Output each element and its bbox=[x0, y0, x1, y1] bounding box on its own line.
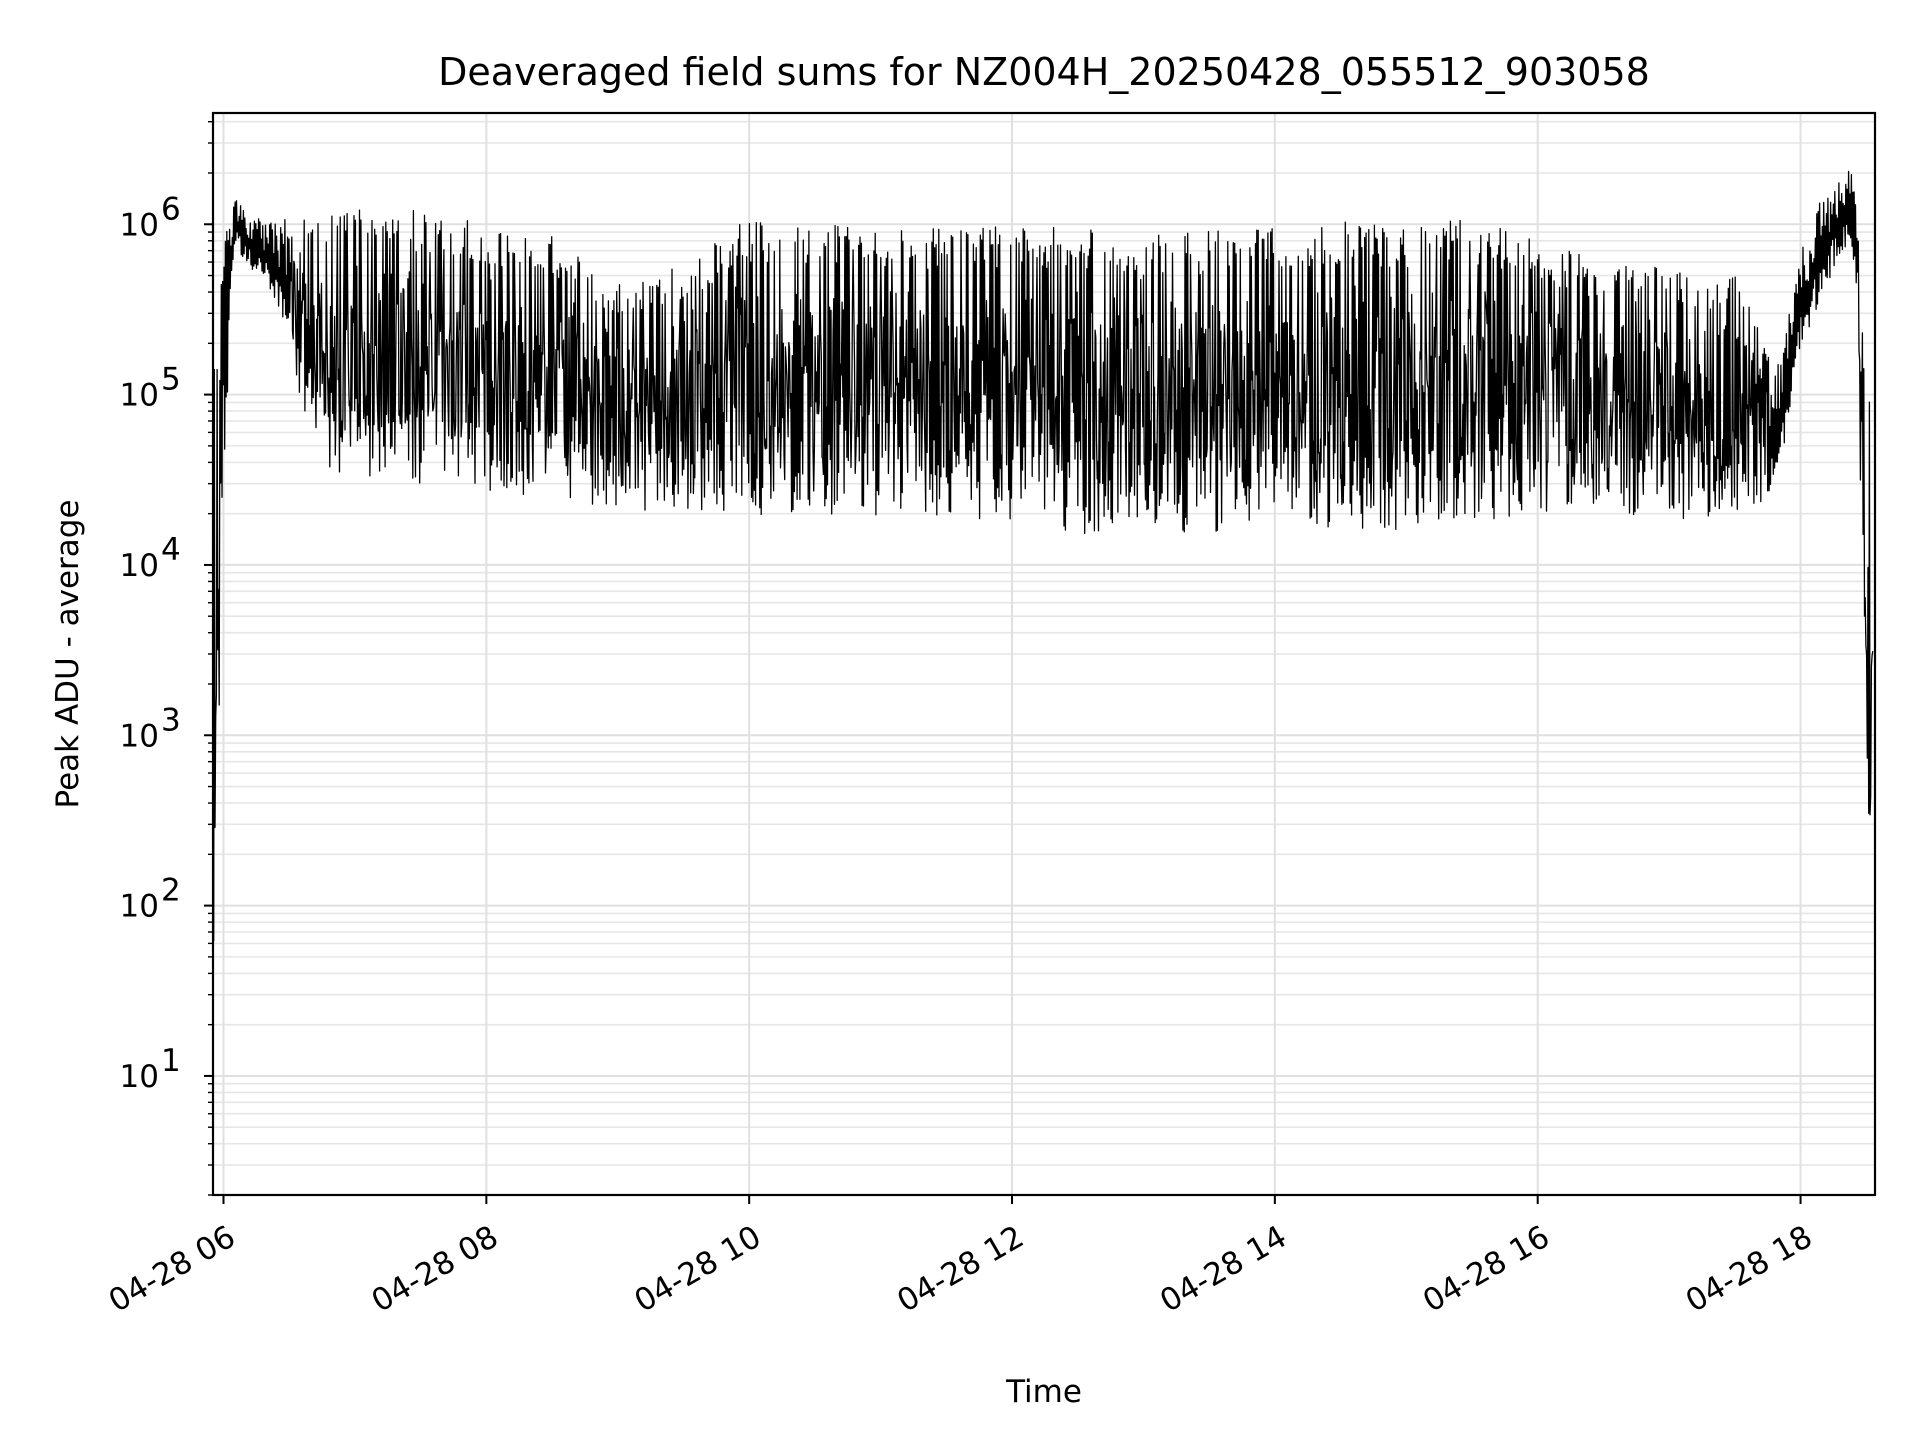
y-tick-label-exponent: 5 bbox=[161, 362, 181, 398]
y-tick-label: 10 bbox=[120, 718, 159, 754]
y-tick-label-exponent: 4 bbox=[161, 532, 181, 568]
y-tick-label: 10 bbox=[120, 1059, 159, 1095]
y-tick-label: 10 bbox=[120, 207, 159, 243]
y-tick-label: 10 bbox=[120, 548, 159, 584]
y-tick-label: 10 bbox=[120, 378, 159, 414]
y-tick-label: 10 bbox=[120, 889, 159, 925]
y-tick-label-exponent: 2 bbox=[161, 873, 181, 909]
series-layer bbox=[213, 170, 1874, 942]
x-axis-label: Time bbox=[1005, 1374, 1082, 1410]
y-tick-label-exponent: 6 bbox=[161, 191, 181, 227]
y-axis-label: Peak ADU - average bbox=[50, 499, 86, 808]
y-tick-label-exponent: 1 bbox=[161, 1043, 181, 1079]
chart-title: Deaveraged field sums for NZ004H_2025042… bbox=[438, 50, 1650, 94]
y-tick-label-exponent: 3 bbox=[161, 702, 181, 738]
series-line bbox=[213, 170, 1874, 942]
